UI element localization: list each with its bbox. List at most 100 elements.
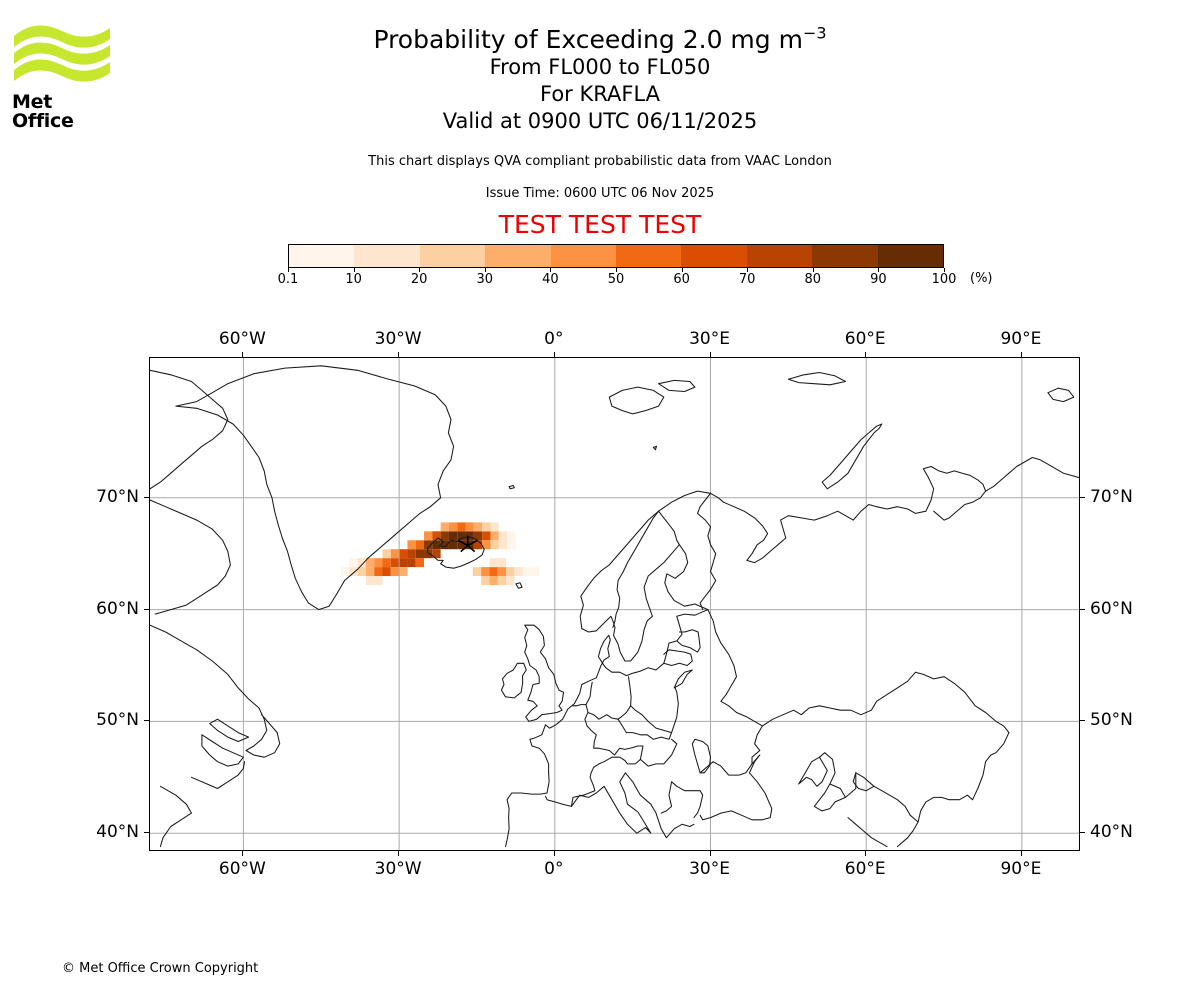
coastline-segment <box>544 609 709 729</box>
colorbar-band-0 <box>289 245 355 267</box>
ash-cell <box>399 558 408 568</box>
lat-axis-label-right: 60°N <box>1090 598 1133 619</box>
lat-axis-label-right: 70°N <box>1090 486 1133 507</box>
colorbar-tickmark <box>288 268 289 272</box>
coastline-segment <box>190 761 246 790</box>
ash-cell <box>482 522 491 532</box>
ash-cell <box>349 567 358 577</box>
ash-cell <box>440 522 449 532</box>
flight-level-range: From FL000 to FL050 <box>489 55 711 79</box>
coastline-segment <box>707 609 763 727</box>
lon-axis-label-bottom: 0° <box>544 859 564 879</box>
coastline-segment <box>515 582 523 589</box>
coastline-segment <box>829 783 847 798</box>
ash-cell <box>490 531 499 541</box>
ash-cell <box>481 576 490 585</box>
page-title: Probability of Exceeding 2.0 mg m−3 <box>0 23 1200 54</box>
ash-cell <box>457 540 466 550</box>
coastline-segment <box>696 492 717 611</box>
coastline-segment <box>852 772 875 792</box>
coastline-segment <box>508 484 515 490</box>
ash-cell <box>432 549 441 559</box>
ash-cell <box>440 531 449 541</box>
lon-tickmark <box>1020 851 1022 856</box>
coastlines <box>150 365 1079 848</box>
ash-cell <box>399 567 408 577</box>
colorbar-band-7 <box>746 245 813 267</box>
coastline-segment <box>612 510 660 629</box>
coastline-segment <box>639 738 678 767</box>
ash-cell <box>432 540 441 550</box>
ash-cell <box>407 558 416 568</box>
ash-cell <box>498 531 508 541</box>
coastline-segment <box>834 772 857 803</box>
lat-tickmark <box>1080 832 1085 834</box>
lon-tickmark <box>1020 352 1022 357</box>
lon-axis-label-bottom: 60°E <box>844 859 886 879</box>
coastline-segment <box>658 510 680 546</box>
colorbar-band-6 <box>681 245 747 267</box>
ash-cell <box>497 558 507 568</box>
coastline-segment <box>761 671 1010 734</box>
ash-cell <box>374 558 383 568</box>
coastline-segment <box>617 705 673 740</box>
lon-axis-label-bottom: 30°W <box>374 859 422 879</box>
coastline-segment <box>660 781 673 814</box>
coastline-segment <box>570 772 695 839</box>
ash-cell <box>489 567 498 577</box>
ash-cell <box>390 558 400 568</box>
coastline-segment <box>673 669 693 689</box>
colorbar-tickmark <box>550 268 552 272</box>
lon-axis-label-top: 90°E <box>1000 329 1042 349</box>
ash-cell <box>382 549 391 559</box>
lon-axis-label-top: 0° <box>544 329 564 349</box>
colorbar-band-5 <box>616 245 682 267</box>
lat-tickmark <box>144 832 149 834</box>
colorbar-tickmark <box>878 268 880 272</box>
coastline-segment <box>209 718 250 743</box>
issue-time: Issue Time: 0600 UTC 06 Nov 2025 <box>485 186 715 202</box>
lon-tickmark <box>398 851 400 856</box>
coastline-segment <box>504 724 550 848</box>
map-plot-area <box>149 357 1080 851</box>
lon-tickmark <box>865 851 867 856</box>
lat-tickmark <box>1080 496 1085 498</box>
ash-cell <box>507 531 516 541</box>
coastline-segment <box>570 790 596 807</box>
coastline-segment <box>150 499 231 615</box>
ash-cell <box>390 549 400 559</box>
colorbar-tick-label: 90 <box>870 272 887 287</box>
page-title-exponent: −3 <box>802 23 827 43</box>
ash-cell <box>399 549 408 559</box>
ash-cell <box>448 540 458 550</box>
ash-cell <box>457 531 466 541</box>
coastline-segment <box>584 711 644 792</box>
coastline-segment <box>658 379 696 393</box>
ash-cell <box>415 540 425 550</box>
coastline-segment <box>627 676 679 734</box>
met-office-logo: Met Office <box>12 22 112 131</box>
lat-tickmark <box>1080 720 1085 722</box>
colorbar-tick-label: 10 <box>345 272 362 287</box>
ash-cell <box>424 549 433 559</box>
map-gridlines <box>150 358 1079 850</box>
lat-tickmark <box>144 496 149 498</box>
lat-tickmark <box>144 720 149 722</box>
lon-axis-label-bottom: 30°E <box>689 859 730 879</box>
ash-cell <box>357 567 366 577</box>
ash-cell <box>490 540 499 550</box>
coastline-segment <box>787 371 847 386</box>
coastline-segment <box>671 781 704 819</box>
colorbar-band-2 <box>419 245 486 267</box>
colorbar-tick-label: 40 <box>542 272 559 287</box>
colorbar-tick-label: 30 <box>476 272 494 287</box>
coastline-segment <box>544 795 572 807</box>
qva-note: This chart displays QVA compliant probab… <box>368 153 832 169</box>
coastline-segment <box>896 821 919 848</box>
ash-cell <box>374 567 383 577</box>
lon-tickmark <box>553 851 555 856</box>
ash-cell <box>415 549 425 559</box>
lon-tickmark <box>398 352 400 357</box>
ash-cell <box>498 540 508 550</box>
colorbar-tick-label: 80 <box>804 272 822 287</box>
